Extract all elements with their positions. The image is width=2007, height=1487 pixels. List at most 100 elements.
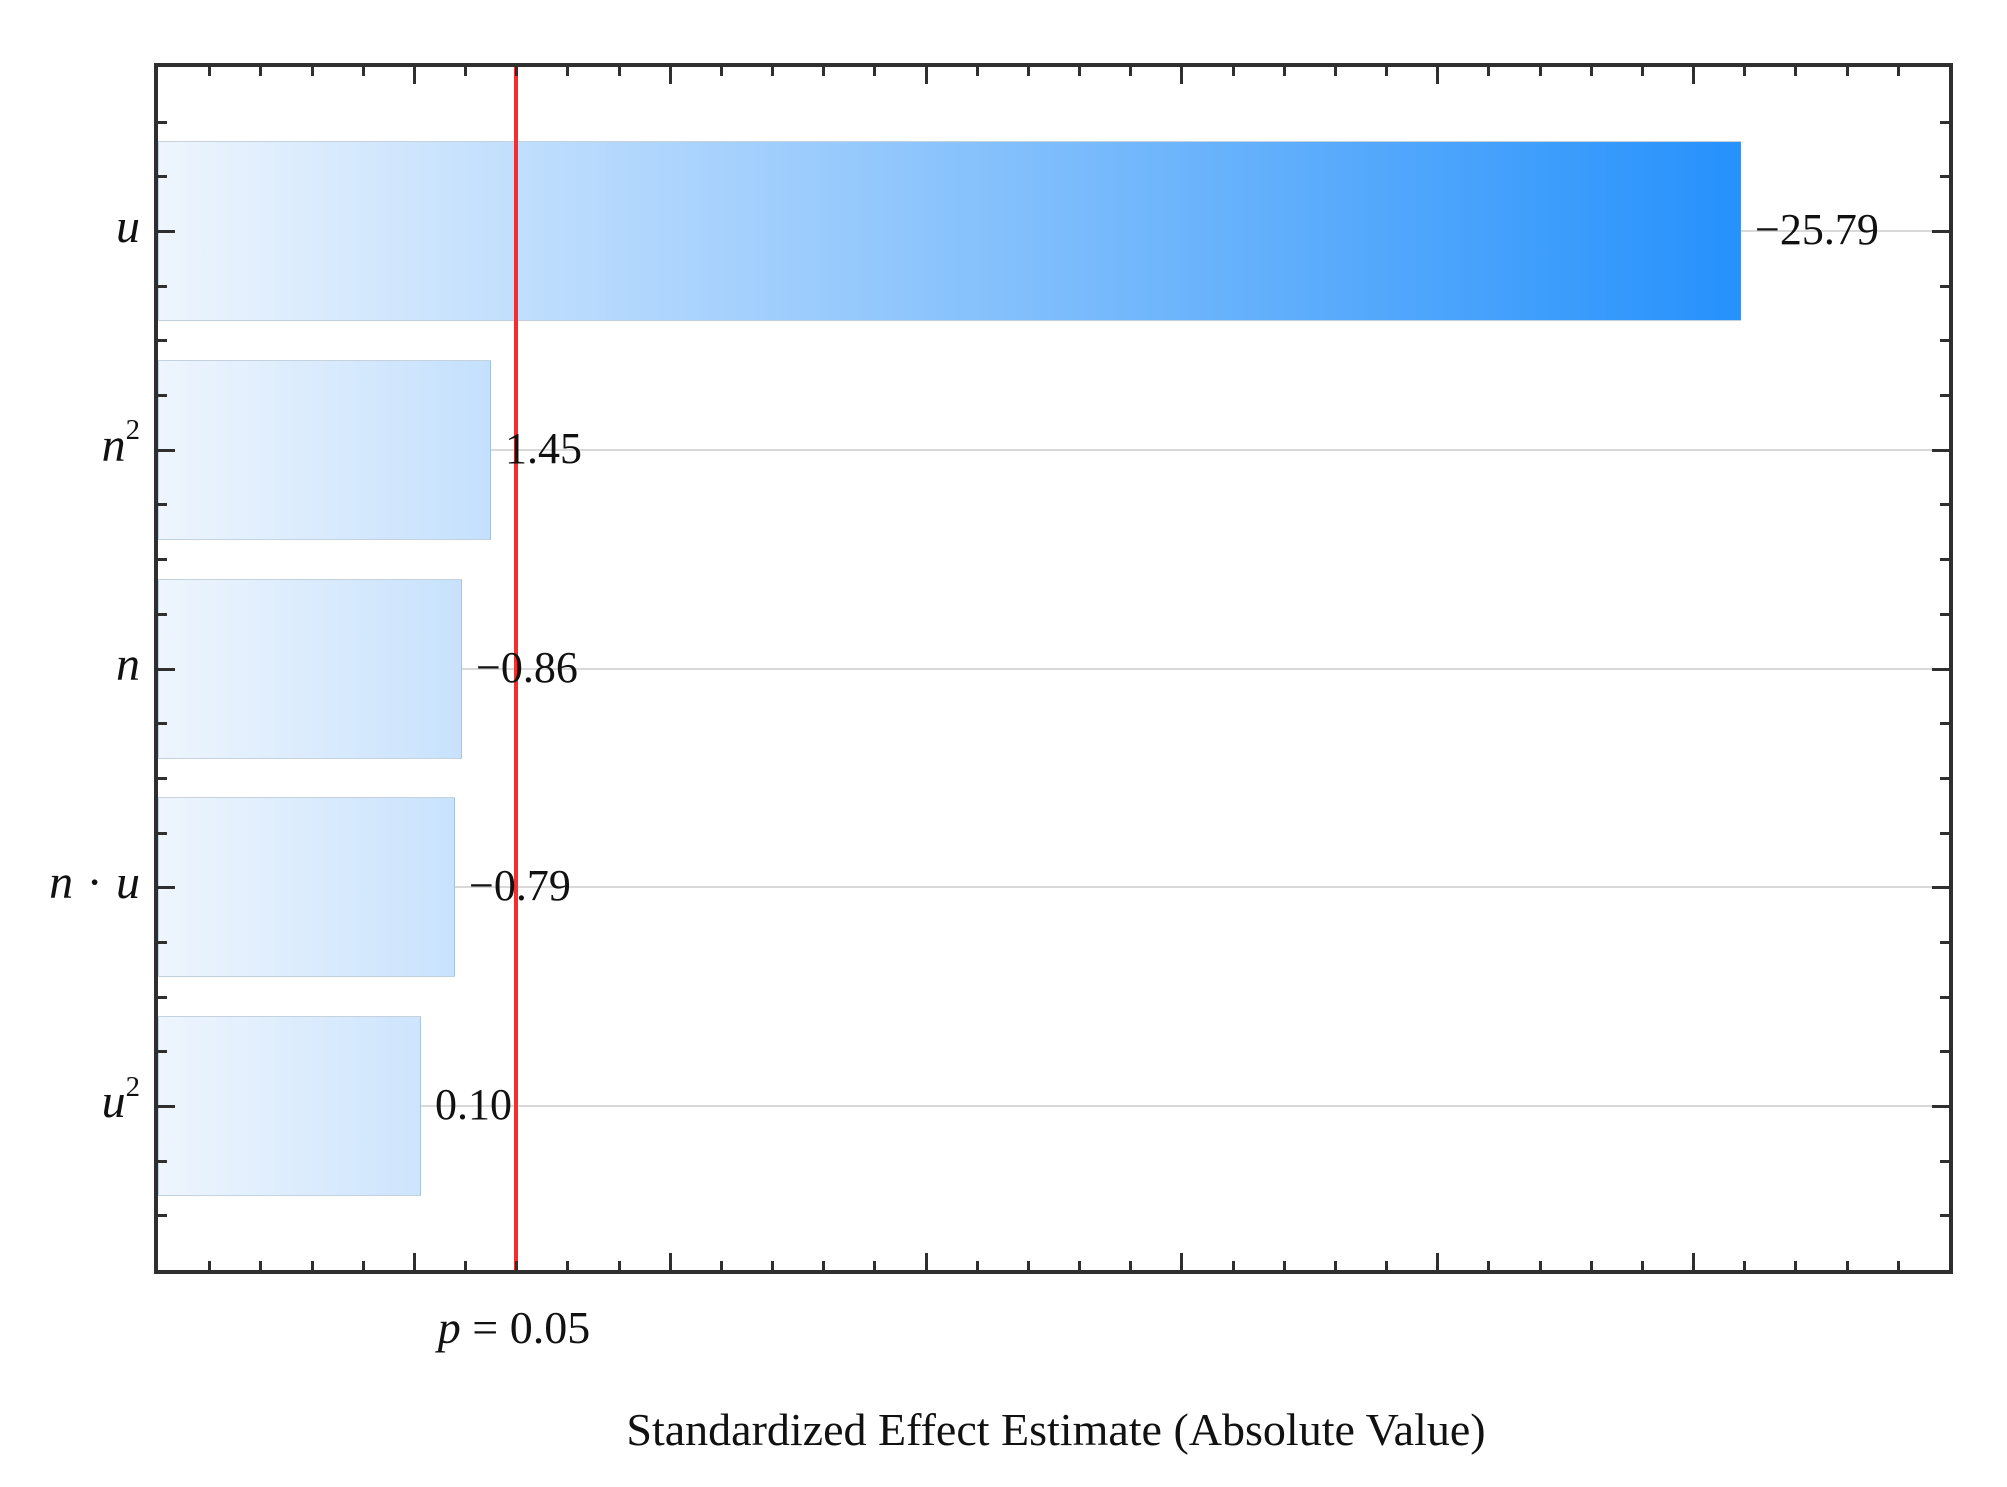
y-tick-minor xyxy=(1940,121,1949,124)
x-tick-minor xyxy=(208,67,211,76)
x-tick-minor xyxy=(1283,1261,1286,1270)
x-tick-major xyxy=(1180,67,1183,84)
y-tick-minor xyxy=(158,285,167,288)
x-tick-minor xyxy=(822,67,825,76)
y-tick-minor xyxy=(158,722,167,725)
p-value-text: = 0.05 xyxy=(460,1302,591,1353)
y-tick-minor xyxy=(158,941,167,944)
x-axis-title: Standardized Effect Estimate (Absolute V… xyxy=(626,1404,1486,1455)
category-label-n: n xyxy=(116,637,140,691)
x-tick-major xyxy=(1180,1253,1183,1270)
x-tick-minor xyxy=(362,1261,365,1270)
bar-nu xyxy=(158,797,455,978)
x-tick-minor xyxy=(1129,67,1132,76)
x-tick-minor xyxy=(1334,67,1337,76)
x-tick-minor xyxy=(771,67,774,76)
significance-line xyxy=(514,67,518,1270)
x-tick-minor xyxy=(1027,1261,1030,1270)
x-tick-minor xyxy=(1129,1261,1132,1270)
x-tick-minor xyxy=(1897,67,1900,76)
x-tick-minor xyxy=(259,1261,262,1270)
y-tick-major xyxy=(1932,668,1949,671)
x-tick-major xyxy=(925,67,928,84)
x-tick-minor xyxy=(1641,67,1644,76)
y-tick-minor xyxy=(158,777,167,780)
x-tick-minor xyxy=(515,67,518,76)
x-tick-major xyxy=(1692,1253,1695,1270)
x-tick-minor xyxy=(515,1261,518,1270)
x-tick-minor xyxy=(362,67,365,76)
p-variable: p xyxy=(437,1302,461,1353)
y-tick-major xyxy=(1932,449,1949,452)
x-tick-minor xyxy=(1846,67,1849,76)
value-label-n2: 1.45 xyxy=(505,423,582,473)
plot-area: −25.79 1.45 −0.86 −0.79 0.10 xyxy=(154,63,1953,1274)
x-tick-major xyxy=(1692,67,1695,84)
y-tick-minor xyxy=(1940,722,1949,725)
y-tick-minor xyxy=(158,613,167,616)
y-tick-minor xyxy=(1940,394,1949,397)
bar-u2 xyxy=(158,1015,421,1196)
y-tick-minor xyxy=(158,1214,167,1217)
x-tick-minor xyxy=(822,1261,825,1270)
y-tick-minor xyxy=(158,339,167,342)
x-tick-major xyxy=(1436,1253,1439,1270)
x-tick-major xyxy=(925,1253,928,1270)
x-tick-minor xyxy=(976,1261,979,1270)
x-tick-minor xyxy=(1027,67,1030,76)
y-tick-minor xyxy=(158,394,167,397)
y-tick-major xyxy=(158,449,175,452)
x-tick-minor xyxy=(1590,1261,1593,1270)
bar-n xyxy=(158,578,462,759)
x-tick-minor xyxy=(566,67,569,76)
x-tick-minor xyxy=(311,67,314,76)
x-tick-minor xyxy=(1590,67,1593,76)
x-tick-minor xyxy=(208,1261,211,1270)
x-tick-minor xyxy=(1641,1261,1644,1270)
x-tick-minor xyxy=(1794,1261,1797,1270)
x-tick-minor xyxy=(873,67,876,76)
y-tick-minor xyxy=(1940,996,1949,999)
x-tick-minor xyxy=(1487,67,1490,76)
x-tick-minor xyxy=(259,67,262,76)
y-tick-major xyxy=(158,668,175,671)
y-tick-minor xyxy=(1940,1160,1949,1163)
x-tick-minor xyxy=(1334,1261,1337,1270)
y-tick-minor xyxy=(1940,941,1949,944)
x-tick-major xyxy=(1436,67,1439,84)
y-tick-major xyxy=(158,886,175,889)
x-tick-minor xyxy=(311,1261,314,1270)
x-tick-minor xyxy=(720,67,723,76)
x-tick-minor xyxy=(1539,67,1542,76)
y-tick-minor xyxy=(1940,1214,1949,1217)
y-tick-major xyxy=(158,1105,175,1108)
y-tick-major xyxy=(1932,886,1949,889)
x-tick-minor xyxy=(618,1261,621,1270)
x-tick-minor xyxy=(1232,67,1235,76)
y-tick-major xyxy=(158,230,175,233)
value-label-u: −25.79 xyxy=(1755,205,1879,255)
x-tick-minor xyxy=(1283,67,1286,76)
y-tick-minor xyxy=(1940,503,1949,506)
x-tick-minor xyxy=(1743,67,1746,76)
category-label-nu: n · u xyxy=(49,856,140,910)
x-tick-minor xyxy=(1897,1261,1900,1270)
gridline xyxy=(158,1104,1949,1107)
x-tick-minor xyxy=(720,1261,723,1270)
y-tick-minor xyxy=(158,503,167,506)
x-tick-minor xyxy=(618,67,621,76)
bar-u xyxy=(158,141,1741,322)
gridline xyxy=(158,886,1949,889)
gridline xyxy=(158,667,1949,670)
y-tick-minor xyxy=(1940,339,1949,342)
x-tick-minor xyxy=(873,1261,876,1270)
y-tick-minor xyxy=(158,175,167,178)
value-label-u2: 0.10 xyxy=(435,1080,512,1130)
y-tick-minor xyxy=(1940,175,1949,178)
x-tick-minor xyxy=(1078,1261,1081,1270)
y-tick-minor xyxy=(1940,777,1949,780)
x-tick-minor xyxy=(976,67,979,76)
x-tick-minor xyxy=(1487,1261,1490,1270)
y-tick-minor xyxy=(158,121,167,124)
